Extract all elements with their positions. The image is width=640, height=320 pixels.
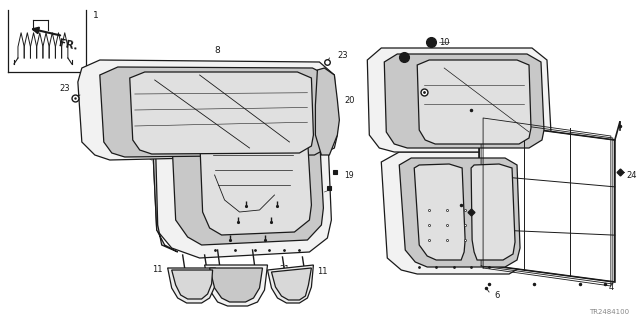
Text: 20: 20 xyxy=(344,95,355,105)
Polygon shape xyxy=(471,164,515,260)
Polygon shape xyxy=(417,60,531,144)
Text: 13: 13 xyxy=(282,199,292,209)
Text: 5: 5 xyxy=(529,207,534,217)
Polygon shape xyxy=(271,268,312,300)
Text: 8: 8 xyxy=(214,45,220,54)
Polygon shape xyxy=(100,67,330,157)
Polygon shape xyxy=(316,68,339,155)
Text: 12: 12 xyxy=(208,199,218,209)
Polygon shape xyxy=(172,270,212,299)
Polygon shape xyxy=(130,72,314,154)
Polygon shape xyxy=(367,48,551,152)
Text: 25: 25 xyxy=(307,188,316,196)
Polygon shape xyxy=(152,115,178,252)
Text: 22: 22 xyxy=(433,95,444,105)
Text: 6: 6 xyxy=(494,291,499,300)
Text: 3: 3 xyxy=(164,116,170,124)
Text: 13: 13 xyxy=(276,215,286,225)
Polygon shape xyxy=(210,268,262,302)
Polygon shape xyxy=(479,122,615,282)
Text: 23: 23 xyxy=(60,84,70,92)
Polygon shape xyxy=(200,132,312,235)
Text: 10: 10 xyxy=(412,55,422,65)
Text: 4: 4 xyxy=(609,284,614,292)
Polygon shape xyxy=(172,127,323,245)
Polygon shape xyxy=(268,265,314,303)
Polygon shape xyxy=(381,152,527,274)
Text: 21: 21 xyxy=(280,266,290,275)
Text: 24: 24 xyxy=(449,207,460,217)
Polygon shape xyxy=(399,158,520,267)
Polygon shape xyxy=(168,268,216,303)
Text: 1: 1 xyxy=(93,11,99,20)
Polygon shape xyxy=(205,265,268,306)
Polygon shape xyxy=(384,54,544,148)
Text: 24: 24 xyxy=(627,171,637,180)
Text: 12: 12 xyxy=(192,234,202,243)
Text: FR.: FR. xyxy=(58,38,79,52)
Text: 11: 11 xyxy=(152,266,162,275)
Text: 9: 9 xyxy=(536,76,541,84)
Text: 23: 23 xyxy=(337,51,348,60)
Text: 14: 14 xyxy=(98,135,108,145)
Polygon shape xyxy=(152,115,332,258)
Text: TR2484100: TR2484100 xyxy=(589,309,629,315)
Text: 11: 11 xyxy=(317,268,328,276)
Text: 13: 13 xyxy=(269,234,279,243)
Text: 10: 10 xyxy=(439,37,450,46)
Text: 19: 19 xyxy=(344,171,354,180)
Polygon shape xyxy=(414,164,465,260)
Polygon shape xyxy=(78,60,337,160)
Text: 12: 12 xyxy=(200,215,210,225)
